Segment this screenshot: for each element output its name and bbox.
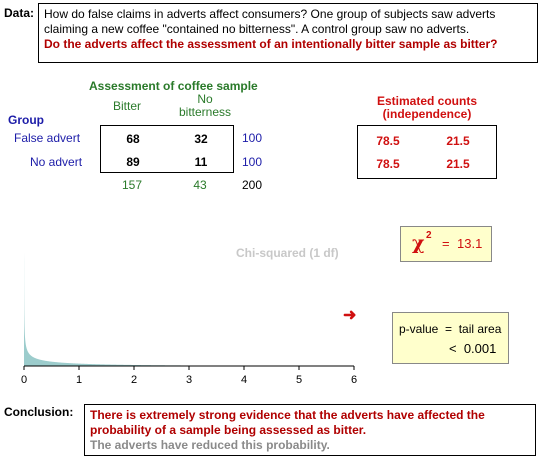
col-total-bitter: 157 bbox=[121, 178, 143, 192]
arrow-icon: ➜ bbox=[343, 307, 357, 324]
x-tick-label-2: 2 bbox=[131, 374, 137, 386]
row-label-no-advert: No advert bbox=[30, 155, 83, 169]
estimated-counts-box: 78.5 21.5 78.5 21.5 bbox=[357, 125, 497, 179]
conclusion-box: There is extremely strong evidence that … bbox=[84, 404, 536, 456]
x-tick-label-3: 3 bbox=[186, 374, 192, 386]
chi-squared-box: χ 2 = 13.1 bbox=[400, 226, 492, 262]
estimated-title-2: (independence) bbox=[382, 107, 472, 121]
x-axis-ticks: 0 1 2 3 4 5 6 bbox=[21, 366, 357, 386]
cell-none-bitter: 89 bbox=[126, 155, 140, 169]
row-total-false: 100 bbox=[242, 131, 263, 145]
chi-superscript: 2 bbox=[426, 230, 432, 241]
data-label: Data: bbox=[4, 6, 35, 20]
col-header-bitterness: bitterness bbox=[178, 105, 232, 119]
x-tick-label-4: 4 bbox=[241, 374, 247, 386]
p-value-line-2: < 0.001 bbox=[449, 341, 497, 356]
question-line-1: How do false claims in adverts affect co… bbox=[44, 7, 496, 21]
col-total-no: 43 bbox=[193, 178, 207, 192]
col-header-no: No bbox=[197, 92, 213, 106]
question-line-2: claiming a new coffee "contained no bitt… bbox=[44, 22, 470, 36]
cell-false-no: 32 bbox=[194, 132, 208, 146]
row-label-false-advert: False advert bbox=[14, 131, 81, 145]
group-label: Group bbox=[8, 113, 44, 127]
distribution-title: Chi-squared (1 df) bbox=[236, 246, 339, 260]
est-cell-2-no: 21.5 bbox=[446, 157, 470, 171]
col-header-bitter: Bitter bbox=[113, 99, 142, 113]
grand-total: 200 bbox=[242, 178, 263, 192]
x-tick-label-1: 1 bbox=[76, 374, 82, 386]
row-total-none: 100 bbox=[242, 155, 263, 169]
x-tick-label-5: 5 bbox=[296, 374, 302, 386]
chi-squared-density-chart: 0 1 2 3 4 5 6 bbox=[21, 252, 357, 386]
conclusion-line-2: probability of a sample being assessed a… bbox=[90, 423, 367, 437]
chi-symbol: χ bbox=[412, 232, 425, 254]
question-box: How do false claims in adverts affect co… bbox=[38, 3, 538, 63]
p-value-box: p-value = tail area < 0.001 bbox=[392, 312, 509, 364]
cell-none-no: 11 bbox=[194, 155, 208, 169]
question-highlight: Do the adverts affect the assessment of … bbox=[44, 37, 498, 51]
chi-value: 13.1 bbox=[457, 236, 483, 251]
est-cell-2-bitter: 78.5 bbox=[376, 157, 400, 171]
table-title: Assessment of coffee sample bbox=[89, 79, 258, 93]
p-value-line-1: p-value = tail area bbox=[399, 322, 502, 336]
conclusion-line-3: The adverts have reduced this probabilit… bbox=[90, 438, 330, 452]
cell-false-bitter: 68 bbox=[126, 132, 140, 146]
est-cell-1-no: 21.5 bbox=[446, 134, 470, 148]
estimated-title: Estimated counts (independence) bbox=[357, 95, 497, 121]
x-tick-label-6: 6 bbox=[351, 374, 357, 386]
est-cell-1-bitter: 78.5 bbox=[376, 134, 400, 148]
col-header-no-bitterness: No bitterness bbox=[175, 93, 235, 119]
conclusion-label: Conclusion: bbox=[4, 405, 74, 419]
observed-counts-box: 68 32 89 11 bbox=[100, 125, 234, 173]
conclusion-line-1: There is extremely strong evidence that … bbox=[90, 408, 485, 422]
estimated-title-1: Estimated counts bbox=[376, 94, 478, 108]
density-area bbox=[24, 252, 354, 366]
x-tick-label-0: 0 bbox=[21, 374, 27, 386]
chi-equals: = bbox=[442, 236, 450, 251]
